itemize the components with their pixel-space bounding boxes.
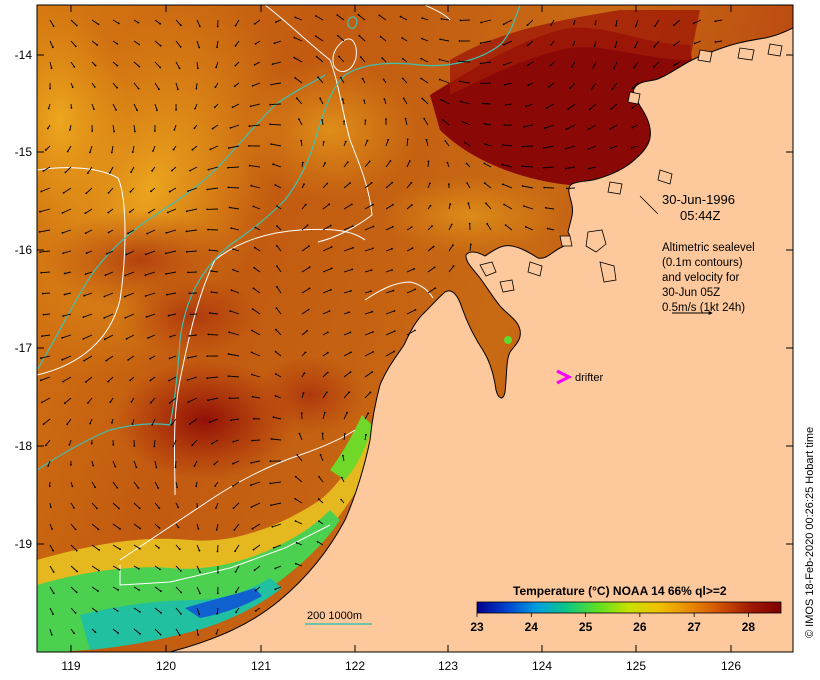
y-tick-label: -18 — [15, 439, 33, 453]
colorbar-tick-labels: 23 24 25 26 27 28 — [470, 613, 755, 634]
info-line: 30-Jun 05Z — [662, 287, 720, 299]
islands — [479, 43, 783, 293]
colorbar-tick-label: 24 — [525, 620, 539, 634]
y-tick-label: -16 — [15, 243, 33, 257]
x-tick-label: 126 — [721, 659, 741, 673]
x-tick-label: 124 — [532, 659, 552, 673]
plot-frame — [36, 4, 794, 653]
y-tick-label: -14 — [15, 48, 33, 62]
x-axis-labels: 119 120 121 122 123 124 125 126 — [61, 659, 741, 673]
info-line: and velocity for — [662, 272, 740, 284]
x-tick-label: 125 — [626, 659, 646, 673]
y-tick-label: -19 — [15, 537, 33, 551]
y-axis-labels: -14 -15 -16 -17 -18 -19 — [15, 48, 33, 551]
y-tick-label: -15 — [15, 145, 33, 159]
x-tick-label: 121 — [251, 659, 271, 673]
velocity-vectors — [38, 13, 723, 636]
info-line: Altimetric sealevel — [662, 242, 755, 254]
x-tick-label: 122 — [345, 659, 365, 673]
drifter-marker — [556, 369, 573, 385]
time-label: 05:44Z — [680, 208, 721, 223]
info-line: 0.5m/s (1kt 24h) — [662, 302, 745, 314]
y-tick-label: -17 — [15, 341, 33, 355]
colorbar-tick-label: 28 — [742, 620, 756, 634]
x-tick-label: 120 — [156, 659, 176, 673]
x-tick-label: 123 — [438, 659, 458, 673]
colorbar-tick-label: 25 — [579, 620, 593, 634]
isobath-legend-text: 200 1000m — [307, 610, 362, 622]
altimetry-info-text: Altimetric sealevel (0.1m contours) and ve… — [662, 242, 755, 314]
credit-text: © IMOS 18-Feb-2020 00:26:25 Hobart time — [804, 427, 816, 638]
colorbar-tick-label: 26 — [633, 620, 647, 634]
x-tick-label: 119 — [61, 659, 80, 673]
date-label: 30-Jun-1996 — [662, 192, 735, 207]
land-mass — [170, 5, 793, 652]
colorbar-tick-label: 27 — [687, 620, 701, 634]
warm-eddy-south — [115, 360, 295, 480]
axis-ticks — [37, 5, 793, 652]
info-line: (0.1m contours) — [662, 257, 743, 269]
colorbar — [476, 601, 782, 614]
drifter-label: drifter — [575, 372, 603, 384]
colorbar-tick-label: 23 — [470, 620, 484, 634]
colorbar-title: Temperature (°C) NOAA 14 66% ql>=2 — [513, 584, 727, 598]
